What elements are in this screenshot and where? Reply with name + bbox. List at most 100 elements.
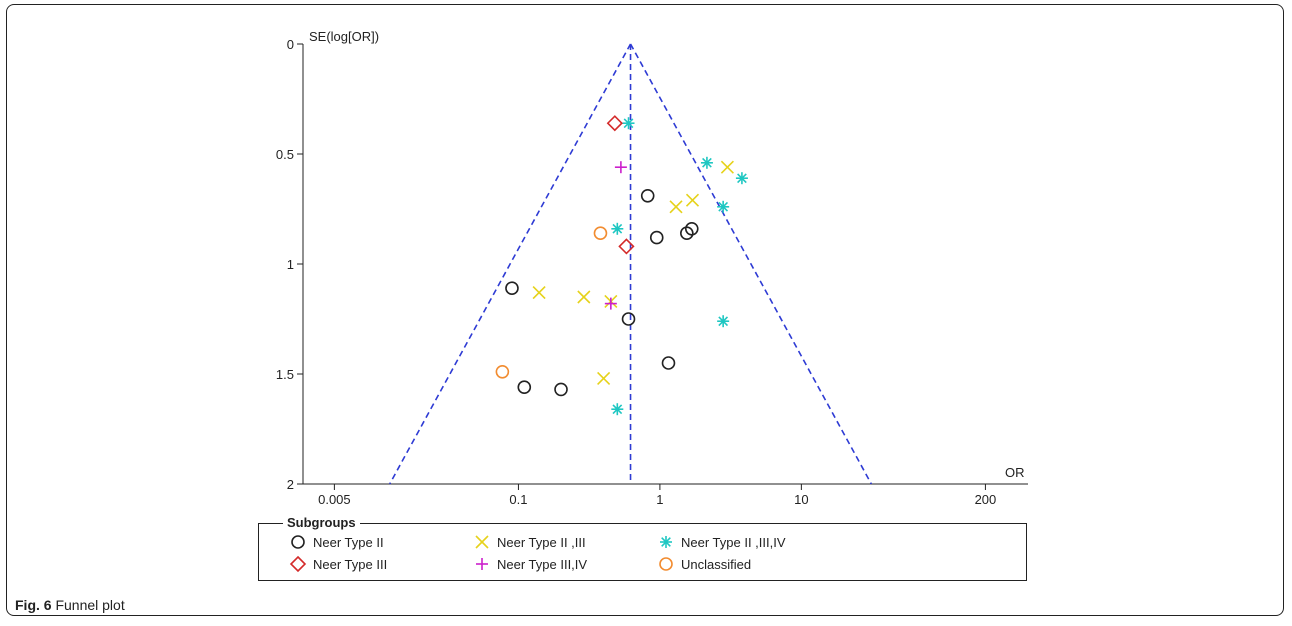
plot-axes (302, 44, 1028, 485)
point-neer-type-iii-iv (604, 297, 617, 310)
legend-marker-svg (289, 555, 307, 573)
y-tick-label: 2 (287, 477, 294, 492)
funnel-lines (388, 43, 873, 485)
legend-marker-svg (659, 557, 673, 571)
x-tick-label: 0.1 (509, 492, 527, 507)
figure-frame (6, 4, 1284, 616)
legend-marker-neer-type-ii-iii-iv (657, 533, 678, 551)
marker-stroke (718, 316, 729, 327)
point-unclassified (495, 364, 510, 379)
point-neer-type-ii-iii (532, 286, 546, 300)
point-neer-type-ii-iii-iv (611, 222, 624, 235)
data-points (495, 115, 748, 416)
point-neer-type-ii (649, 230, 664, 245)
marker-stroke (737, 173, 747, 184)
point-neer-type-iii-iv (614, 161, 627, 174)
point-neer-type-ii (640, 189, 655, 203)
y-tick-label: 1 (287, 257, 294, 272)
point-neer-type-ii-iii-iv (611, 403, 624, 416)
legend-label: Neer Type III (313, 556, 388, 572)
point-neer-type-ii-iii-iv (717, 315, 730, 328)
marker-stroke (612, 223, 623, 234)
marker-shape (621, 312, 636, 326)
point-neer-type-ii-iii-iv (700, 156, 713, 169)
legend-marker-svg (476, 558, 488, 570)
marker-stroke (577, 290, 591, 304)
point-neer-type-ii (680, 226, 694, 240)
marker-shape (606, 115, 623, 132)
point-neer-type-ii-iii-iv (735, 172, 748, 185)
legend-marker-neer-type-ii-iii (473, 533, 494, 551)
legend-marker-shape (660, 536, 672, 548)
marker-stroke (685, 193, 700, 207)
legend-item-neer-type-ii-iii: Neer Type II ,III (473, 533, 586, 551)
legend-label: Unclassified (681, 556, 752, 572)
marker-stroke (623, 118, 634, 129)
legend-label: Neer Type III,IV (497, 556, 588, 572)
legend-marker-svg (291, 535, 305, 549)
point-neer-type-ii-iii (669, 200, 683, 214)
marker-shape (505, 281, 519, 296)
marker-shape (640, 189, 655, 203)
legend-item-neer-type-ii-iii-iv: Neer Type II ,III,IV (657, 533, 786, 551)
x-tick-label: 1 (656, 492, 663, 507)
y-tick-label: 0 (287, 37, 294, 52)
marker-stroke (669, 200, 683, 214)
marker-shape (680, 226, 694, 240)
marker-shape (593, 226, 608, 240)
point-neer-type-ii (621, 312, 636, 326)
x-axis-label: OR (1005, 465, 1025, 480)
marker-shape (554, 382, 568, 397)
marker-shape (495, 364, 510, 379)
marker-shape (618, 238, 635, 255)
marker-shape (661, 356, 676, 370)
marker-stroke (720, 160, 734, 174)
legend-marker-shape (659, 557, 673, 571)
point-neer-type-ii (684, 222, 699, 236)
marker-stroke (475, 535, 489, 549)
marker-stroke (702, 157, 712, 168)
legend-marker-unclassified (657, 555, 678, 573)
marker-stroke (532, 286, 546, 300)
y-ticks: 0 0.5 1 1.5 2 (276, 37, 303, 492)
legend-item-unclassified: Unclassified (657, 555, 751, 573)
marker-shape (517, 380, 532, 395)
legend-marker-neer-type-iii (289, 555, 310, 573)
legend-marker-shape (476, 558, 488, 570)
point-neer-type-ii-iii-iv (622, 117, 635, 130)
marker-stroke (597, 371, 611, 385)
marker-stroke (612, 404, 623, 415)
funnel-left-limit (388, 43, 632, 485)
legend-marker-neer-type-iii-iv (473, 555, 494, 573)
legend-marker-neer-type-ii (289, 533, 310, 551)
figure-caption: Fig. 6 Funnel plot (15, 597, 125, 613)
legend-marker-svg (475, 535, 489, 549)
legend-marker-svg (660, 536, 672, 548)
y-tick-label: 0.5 (276, 147, 294, 162)
legend-marker-shape (475, 535, 489, 549)
marker-shape (684, 222, 699, 236)
marker-stroke (718, 201, 729, 212)
point-unclassified (593, 226, 608, 240)
legend-item-neer-type-iii: Neer Type III (289, 555, 387, 573)
point-neer-type-ii (554, 382, 568, 397)
point-neer-type-ii (505, 281, 519, 296)
legend-label: Neer Type II ,III,IV (681, 534, 786, 550)
legend-item-neer-type-ii: Neer Type II (289, 533, 384, 551)
point-neer-type-iii (618, 238, 635, 255)
legend-marker-shape (289, 555, 307, 573)
point-neer-type-ii-iii (720, 160, 734, 174)
figure-number: Fig. 6 (15, 597, 52, 613)
figure-caption-text: Funnel plot (55, 597, 125, 613)
point-neer-type-ii (661, 356, 676, 370)
funnel-right-limit (629, 43, 873, 485)
marker-shape (659, 557, 673, 571)
marker-shape (649, 230, 664, 245)
legend-item-neer-type-iii-iv: Neer Type III,IV (473, 555, 587, 573)
marker-shape (289, 555, 307, 573)
legend-label: Neer Type II ,III (497, 534, 586, 550)
point-neer-type-ii-iii-iv (717, 200, 730, 213)
legend-label: Neer Type II (313, 534, 384, 550)
point-neer-type-ii (517, 380, 532, 395)
